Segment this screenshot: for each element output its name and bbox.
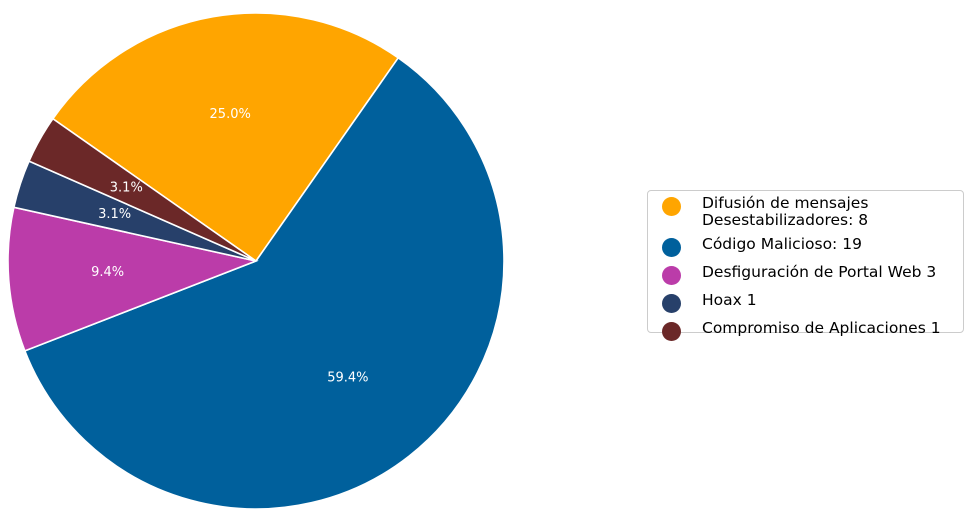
pct-label-difusion: 25.0% [210,107,251,122]
pct-label-desfiguracion: 9.4% [91,265,124,280]
legend: Difusión de mensajes Desestabilizadores:… [647,190,964,341]
legend-swatch-codigo-malicioso [662,238,681,257]
legend-item-hoax: Hoax 1 [662,292,963,313]
legend-item-compromiso: Compromiso de Aplicaciones 1 [662,320,963,341]
legend-label-compromiso: Compromiso de Aplicaciones 1 [702,319,941,337]
pie-slice-difusion [51,12,400,263]
pct-label-compromiso: 3.1% [110,181,143,196]
legend-swatch-compromiso [662,322,681,341]
legend-swatch-desfiguracion [662,266,681,285]
legend-label-difusion: Difusión de mensajes Desestabilizadores:… [702,194,869,229]
pie-slice-compromiso [27,117,257,262]
pct-label-hoax: 3.1% [98,207,131,222]
legend-label-desfiguracion: Desfiguración de Portal Web 3 [702,263,937,281]
pie-slice-desfiguracion [7,206,259,352]
pie-slice-codigo-malicioso [23,56,505,510]
legend-item-desfiguracion: Desfiguración de Portal Web 3 [662,264,963,285]
legend-label-hoax: Hoax 1 [702,291,757,309]
legend-item-codigo-malicioso: Código Malicioso: 19 [662,236,963,257]
legend-item-difusion: Difusión de mensajes Desestabilizadores:… [662,195,963,229]
legend-swatch-hoax [662,294,681,313]
legend-swatch-difusion [662,197,681,216]
pct-label-codigo-malicioso: 59.4% [327,371,368,386]
legend-label-codigo-malicioso: Código Malicioso: 19 [702,235,862,253]
